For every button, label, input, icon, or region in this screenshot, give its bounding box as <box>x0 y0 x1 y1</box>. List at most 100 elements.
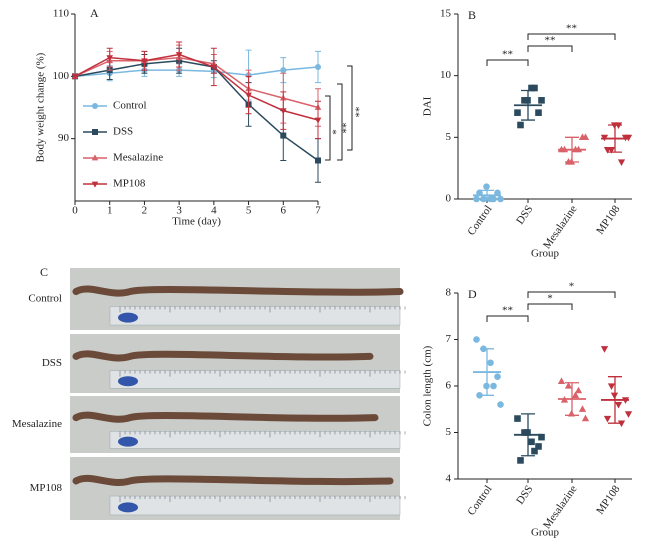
significance-label: ** <box>502 305 513 317</box>
legend-label: DSS <box>113 126 133 138</box>
y-tick-label: 5 <box>446 131 452 143</box>
point <box>280 132 287 139</box>
data-point <box>581 133 590 140</box>
ruler-badge <box>118 502 138 513</box>
x-tick-label: Mesalazine <box>541 483 580 531</box>
significance-bracket <box>527 33 616 40</box>
panel-label: B <box>468 8 476 22</box>
sd-bar <box>608 124 622 153</box>
data-point <box>535 109 542 116</box>
data-point <box>538 433 545 441</box>
y-tick-label: 6 <box>446 380 452 392</box>
legend-marker <box>91 181 99 188</box>
x-tick-label: 5 <box>246 205 252 217</box>
y-tick-label: 0 <box>446 193 452 205</box>
x-tick-label: 7 <box>315 205 321 217</box>
x-tick-label: 4 <box>211 205 217 217</box>
x-tick-label: MP108 <box>594 203 623 237</box>
significance-label: ** <box>341 123 353 134</box>
data-point <box>473 195 480 203</box>
x-axis-label: Group <box>531 248 560 260</box>
axis <box>74 14 318 202</box>
y-tick-label: 100 <box>53 70 70 82</box>
ruler-badge <box>118 376 138 387</box>
x-tick-label: Control <box>465 203 494 237</box>
y-axis-label: DAI <box>422 96 434 116</box>
significance-label: ** <box>566 23 577 35</box>
panel-label: A <box>90 6 99 20</box>
x-tick-label: MP108 <box>594 483 623 517</box>
data-point <box>487 359 494 367</box>
data-point <box>528 438 535 446</box>
data-point <box>557 377 566 384</box>
x-tick-label: DSS <box>514 203 535 226</box>
y-axis-label: Body weight change (%) <box>35 52 47 162</box>
sd-bar <box>608 376 622 424</box>
point <box>315 157 321 164</box>
data-point <box>483 183 490 190</box>
data-point <box>490 382 497 390</box>
x-tick-label: 1 <box>107 205 113 217</box>
point <box>280 67 287 74</box>
data-point <box>600 346 609 353</box>
significance-bracket <box>527 303 573 310</box>
sd-bar <box>480 348 494 396</box>
x-tick-label: Mesalazine <box>541 203 580 251</box>
data-point <box>531 84 538 92</box>
significance-label: * <box>547 293 553 305</box>
y-tick-label: 7 <box>446 333 452 345</box>
data-point <box>494 373 501 381</box>
panel-label: C <box>40 265 48 279</box>
data-point <box>564 382 573 389</box>
sd-bar <box>521 89 535 121</box>
x-axis-label: Time (day) <box>172 216 221 228</box>
data-point <box>514 415 521 422</box>
x-axis-label: Group <box>531 527 560 539</box>
x-tick-label: 3 <box>176 205 182 217</box>
significance-bracket <box>527 291 616 298</box>
data-point <box>617 420 626 428</box>
data-point <box>538 97 545 104</box>
data-point <box>571 391 580 398</box>
data-point <box>581 414 590 422</box>
x-tick-label: DSS <box>514 483 535 506</box>
ruler-badge <box>118 312 138 323</box>
data-point <box>531 447 538 455</box>
significance-bracket <box>337 83 343 161</box>
data-point <box>535 443 542 450</box>
y-tick-label: 10 <box>440 69 452 81</box>
data-point <box>578 405 587 412</box>
data-point <box>624 411 633 418</box>
sd-bar <box>521 413 535 457</box>
colon <box>72 411 379 423</box>
point <box>210 64 218 71</box>
data-point <box>480 195 487 203</box>
data-point <box>517 457 524 464</box>
significance-label: ** <box>545 35 556 47</box>
data-point <box>497 401 504 408</box>
y-tick-label: 8 <box>446 287 452 299</box>
data-point <box>473 336 480 343</box>
y-tick-label: 4 <box>446 473 452 485</box>
panel-label: D <box>468 287 477 301</box>
point <box>245 92 252 99</box>
significance-bracket <box>347 65 353 151</box>
point <box>315 63 321 70</box>
data-point <box>514 109 521 116</box>
significance-bracket <box>325 95 331 161</box>
x-tick-label: 6 <box>281 205 287 217</box>
point <box>279 108 287 115</box>
row-label: MP108 <box>30 482 63 494</box>
significance-label: * <box>569 281 575 293</box>
data-point <box>517 121 524 129</box>
point <box>141 58 148 65</box>
significance-label: * <box>331 129 343 135</box>
colon <box>72 474 394 486</box>
series-line <box>74 53 319 121</box>
point <box>175 52 183 59</box>
point <box>106 55 114 62</box>
data-point <box>617 159 626 166</box>
legend-marker <box>92 103 98 109</box>
colon <box>72 285 404 297</box>
legend-marker <box>92 129 98 135</box>
